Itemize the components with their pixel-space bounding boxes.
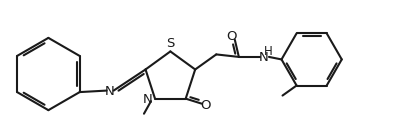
Text: O: O <box>226 30 237 43</box>
Text: N: N <box>259 51 269 64</box>
Text: N: N <box>105 85 115 98</box>
Text: O: O <box>201 99 211 112</box>
Text: S: S <box>166 37 175 50</box>
Text: N: N <box>143 93 152 106</box>
Text: H: H <box>263 45 272 58</box>
